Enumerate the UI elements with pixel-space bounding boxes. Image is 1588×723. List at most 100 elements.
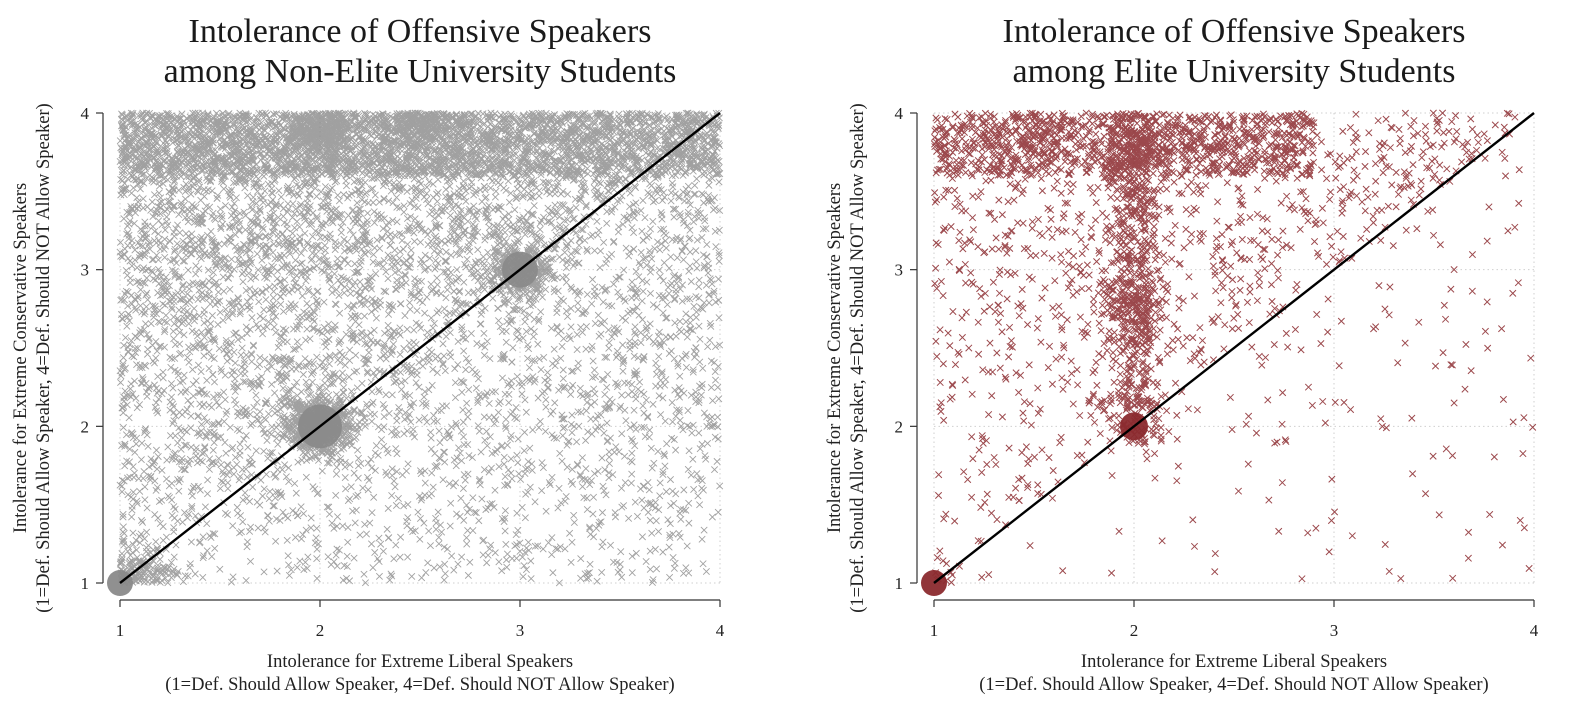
scatter-point [550, 285, 558, 293]
scatter-point [601, 466, 609, 474]
scatter-point [632, 290, 641, 298]
scatter-point [343, 552, 351, 560]
scatter-point [703, 253, 711, 261]
scatter-point [304, 285, 312, 293]
scatter-point [614, 228, 622, 236]
scatter-point [563, 463, 571, 471]
scatter-point [198, 458, 206, 466]
scatter-point [527, 575, 535, 583]
scatter-point [228, 186, 236, 194]
scatter-point [599, 538, 607, 546]
scatter-point [200, 319, 208, 327]
scatter-point [568, 411, 576, 419]
scatter-point [201, 207, 209, 215]
scatter-point [390, 431, 398, 439]
scatter-point [269, 502, 277, 510]
scatter-point [692, 350, 700, 358]
scatter-point [598, 454, 606, 462]
scatter-point [410, 237, 419, 245]
scatter-point [622, 417, 630, 425]
scatter-point [707, 126, 716, 134]
scatter-point [200, 390, 208, 398]
scatter-point [594, 423, 602, 431]
scatter-point [626, 189, 634, 197]
scatter-point [460, 278, 468, 286]
scatter-point [246, 497, 254, 505]
scatter-point [246, 237, 254, 245]
scatter-point [376, 354, 384, 362]
scatter-point [395, 178, 403, 187]
scatter-point [205, 277, 213, 285]
scatter-point [705, 181, 713, 189]
scatter-point [152, 354, 160, 362]
scatter-point [463, 534, 471, 542]
scatter-point [406, 254, 414, 262]
scatter-point [271, 176, 279, 184]
scatter-point [642, 396, 650, 404]
scatter-point [227, 578, 235, 586]
scatter-point [451, 394, 459, 402]
scatter-point [435, 427, 443, 435]
scatter-point [693, 264, 701, 272]
scatter-point [144, 222, 152, 230]
scatter-point [591, 283, 599, 291]
scatter-point [243, 303, 251, 311]
scatter-point [451, 379, 459, 387]
scatter-point [231, 375, 239, 383]
scatter-point [346, 277, 354, 285]
scatter-point [337, 240, 345, 249]
scatter-point [380, 351, 388, 359]
scatter-point [559, 366, 567, 374]
scatter-point [477, 448, 485, 456]
scatter-point [593, 217, 601, 225]
scatter-point [196, 539, 204, 547]
scatter-point [237, 351, 245, 359]
scatter-point [363, 217, 371, 225]
scatter-point [577, 574, 585, 582]
scatter-point [680, 486, 688, 494]
scatter-point [646, 516, 654, 524]
scatter-point [159, 300, 167, 308]
scatter-point [652, 517, 660, 525]
scatter-point [238, 303, 246, 311]
scatter-point [607, 208, 616, 216]
scatter-point [332, 551, 340, 559]
scatter-point [407, 418, 415, 426]
scatter-point [332, 470, 340, 478]
scatter-point [155, 217, 163, 225]
scatter-point [460, 433, 468, 441]
scatter-point [337, 273, 345, 281]
scatter-point [184, 218, 192, 226]
scatter-point [574, 461, 582, 469]
scatter-point [238, 344, 246, 352]
scatter-point [368, 388, 376, 396]
scatter-point [618, 503, 626, 511]
scatter-point [378, 233, 386, 241]
scatter-point [503, 550, 511, 558]
scatter-point [126, 473, 134, 481]
scatter-points [116, 109, 724, 587]
scatter-point [392, 445, 400, 453]
scatter-point [684, 182, 692, 190]
scatter-point [325, 459, 333, 467]
scatter-point [511, 206, 519, 214]
scatter-point [446, 522, 454, 530]
scatter-point [396, 368, 404, 376]
scatter-point [341, 283, 349, 291]
scatter-point [269, 189, 277, 197]
scatter-point [231, 329, 240, 337]
scatter-point [521, 318, 529, 326]
scatter-point [494, 304, 502, 312]
scatter-point [260, 447, 268, 455]
scatter-point [484, 214, 492, 222]
scatter-point [152, 486, 160, 494]
scatter-point [294, 512, 302, 520]
scatter-point [118, 315, 126, 323]
scatter-point [203, 520, 211, 528]
scatter-point [210, 439, 218, 447]
scatter-point [354, 474, 362, 482]
scatter-point [369, 398, 377, 406]
scatter-point [715, 395, 723, 403]
scatter-point [120, 191, 128, 199]
scatter-point [200, 552, 208, 560]
